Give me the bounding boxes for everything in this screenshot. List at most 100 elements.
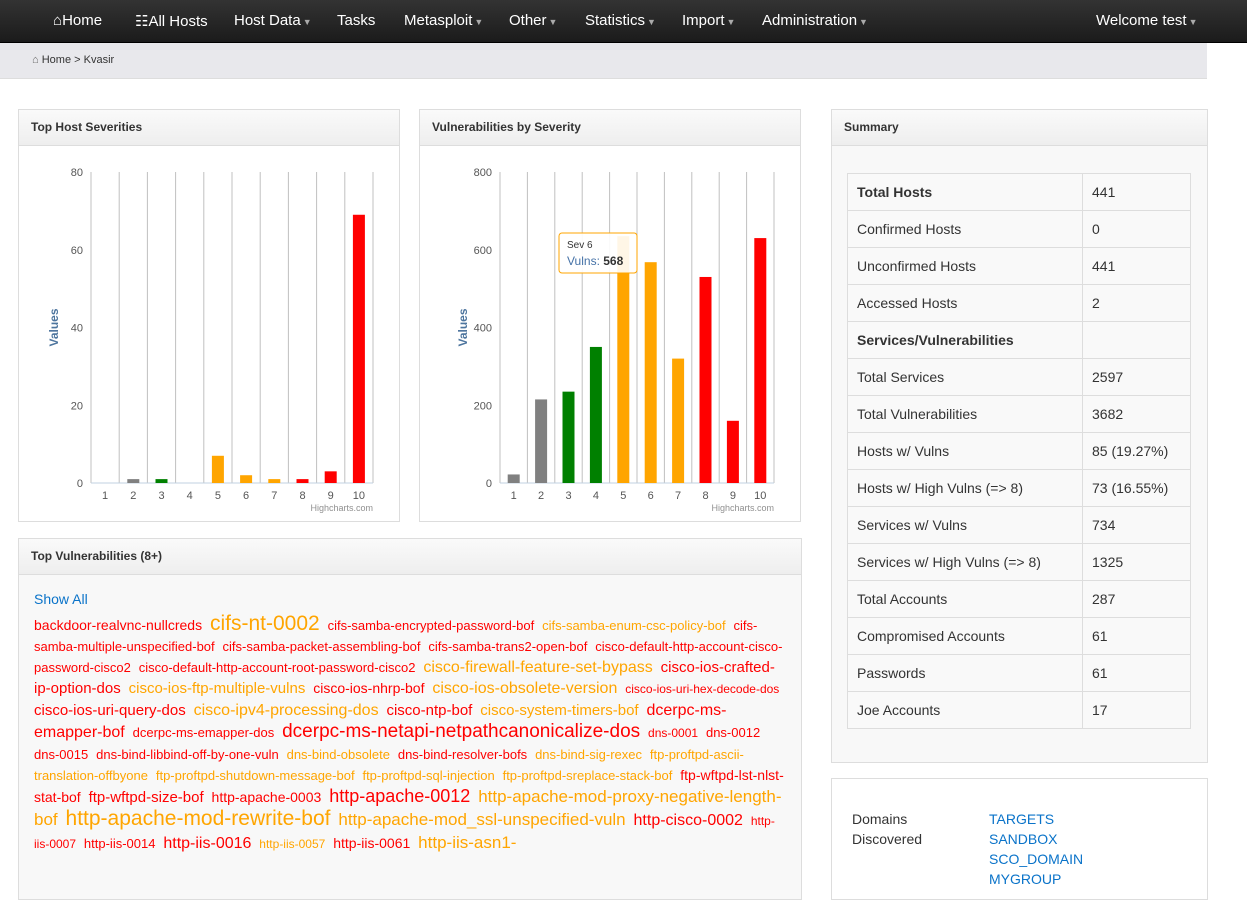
vuln-tag-link[interactable]: cisco-default-http-account-cisco-passwor… [34,639,783,675]
y-tick-label: 800 [474,167,492,179]
vuln-tag-link[interactable]: cisco-firewall-feature-set-bypass [423,659,653,676]
panel-title: Summary [832,110,1207,146]
summary-row: Hosts w/ High Vulns (=> 8) 73 (16.55%) [847,469,1191,507]
show-all-link[interactable]: Show All [34,591,88,607]
vuln-tag-link[interactable]: ftp-proftpd-sreplace-stack-bof [502,768,673,783]
highcharts-credit[interactable]: Highcharts.com [711,503,774,513]
vuln-tag-link[interactable]: dns-bind-sig-rexec [535,747,643,762]
vuln-tag-link[interactable]: cifs-samba-multiple-unspecified-bof [34,618,758,654]
summary-row: Accessed Hosts 2 [847,284,1191,322]
bar-sev-6[interactable] [240,475,253,483]
bar-sev-10[interactable] [352,214,365,483]
vuln-tag-link[interactable]: dns-bind-obsolete [286,747,390,762]
bar-sev-8[interactable] [296,479,309,483]
bar-sev-5[interactable] [617,236,630,483]
vuln-tag-link[interactable]: http-iis-0007 [34,814,775,851]
vuln-tag-link[interactable]: ftp-proftpd-shutdown-message-bof [155,768,355,783]
vuln-tag-link[interactable]: http-iis-0016 [163,835,252,852]
vuln-tag-link[interactable]: dns-bind-libbind-off-by-one-vuln [96,747,279,762]
bar-sev-3[interactable] [562,391,575,483]
summary-row: Total Services 2597 [847,358,1191,396]
bar-sev-4[interactable] [589,346,602,483]
summary-value: 734 [1082,506,1191,544]
vuln-tag-link[interactable]: cisco-ios-nhrp-bof [313,680,425,696]
domain-link[interactable]: SCO_DOMAIN [989,851,1084,867]
vuln-tag-link[interactable]: ftp-proftpd-sql-injection [362,768,495,783]
highcharts-credit[interactable]: Highcharts.com [310,503,373,513]
vuln-tag-link[interactable]: cisco-ios-ftp-multiple-vulns [128,680,306,697]
summary-label: Confirmed Hosts [847,210,1083,248]
vuln-tag-link[interactable]: http-cisco-0002 [633,812,743,829]
vuln-tag-link[interactable]: dns-0015 [34,747,89,762]
vuln-tag-link[interactable]: http-iis-0014 [83,836,156,851]
host-severities-chart: 0 20 40 60 80 1 2 3 4 5 6 7 8 9 10 Values Highcharts.com [19,146,399,521]
domain-link[interactable]: MYGROUP [989,871,1062,887]
x-tick-label: 8 [702,490,708,502]
summary-label: Unconfirmed Hosts [847,247,1083,285]
bar-sev-5[interactable] [211,455,224,483]
vuln-tag-link[interactable]: dcerpc-ms-netapi-netpathcanonicalize-dos [282,721,641,742]
vuln-tag-link[interactable]: ftp-proftpd-ascii-translation-offbyone [34,747,744,783]
vuln-tag-link[interactable]: cifs-samba-encrypted-password-bof [327,618,535,633]
nav-other[interactable]: Other ▼ [509,12,558,29]
nav-all-hosts[interactable]: ☷All Hosts [135,13,208,30]
vuln-tag-link[interactable]: dcerpc-ms-emapper-dos [132,725,275,740]
vuln-tag-link[interactable]: cisco-default-http-account-root-password… [138,660,416,675]
vuln-tag-link[interactable]: cifs-samba-packet-assembling-bof [222,639,421,654]
nav-import[interactable]: Import ▼ [682,12,736,29]
bar-sev-10[interactable] [754,238,767,483]
user-menu[interactable]: Welcome test ▼ [1096,12,1198,29]
nav-metasploit[interactable]: Metasploit ▼ [404,12,484,29]
vuln-tag-link[interactable]: http-apache-0012 [329,786,471,806]
vuln-tag-link[interactable]: dns-0012 [705,725,761,740]
vuln-tag-link[interactable]: cisco-ios-uri-query-dos [34,702,186,719]
vuln-tag-link[interactable]: cisco-ipv4-processing-dos [193,702,379,719]
nav-statistics[interactable]: Statistics ▼ [585,12,656,29]
vuln-tag-link[interactable]: http-apache-mod-proxy-negative-length-bo… [34,787,782,829]
bar-sev-2[interactable] [535,399,548,483]
vuln-tag-link[interactable]: http-apache-0003 [211,789,322,805]
vuln-tag-link[interactable]: cifs-samba-trans2-open-bof [428,639,588,654]
bar-sev-3[interactable] [155,479,168,483]
summary-label: Passwords [847,654,1083,692]
vuln-tag-link[interactable]: http-apache-mod_ssl-unspecified-vuln [338,810,626,829]
vuln-tag-link[interactable]: http-apache-mod-rewrite-bof [65,807,331,830]
vuln-tag-link[interactable]: http-iis-0057 [259,837,326,851]
nav-administration[interactable]: Administration ▼ [762,12,868,29]
bar-sev-2[interactable] [127,479,140,483]
x-tick-label: 4 [593,490,599,502]
domain-link[interactable]: TARGETS [989,811,1055,827]
breadcrumb-home[interactable]: Home [41,54,72,66]
panel-title: Top Host Severities [19,110,399,146]
nav-tasks[interactable]: Tasks [337,12,376,29]
y-axis-title: Values [456,308,470,346]
x-tick-label: 2 [538,490,544,502]
vuln-tag-link[interactable]: http-iis-0061 [333,835,411,851]
vuln-tag-link[interactable]: dcerpc-ms-emapper-bof [34,702,727,741]
vuln-tag-link[interactable]: http-iis-asn1- [418,833,517,852]
vuln-tag-link[interactable]: cifs-nt-0002 [209,612,320,635]
vuln-tag-link[interactable]: cisco-ios-uri-hex-decode-dos [625,682,780,696]
bar-sev-9[interactable] [726,420,739,483]
nav-host-data[interactable]: Host Data ▼ [234,12,312,29]
vuln-tag-link[interactable]: cisco-system-timers-bof [480,702,639,719]
vuln-tag-link[interactable]: ftp-wftpd-size-bof [88,789,204,806]
bar-sev-9[interactable] [324,471,337,483]
vuln-tag-link[interactable]: ftp-wftpd-lst-nlst-stat-bof [34,767,784,805]
vuln-tag-link[interactable]: dns-0001 [648,726,699,740]
bar-sev-7[interactable] [672,358,685,483]
bar-sev-1[interactable] [507,474,520,483]
vuln-tag-link[interactable]: cifs-samba-enum-csc-policy-bof [542,618,726,633]
bar-sev-7[interactable] [268,479,281,483]
vuln-tag-link[interactable]: backdoor-realvnc-nullcreds [34,617,203,633]
summary-row: Services/Vulnerabilities [847,321,1191,359]
vuln-tag-link[interactable]: cisco-ntp-bof [386,702,473,719]
bar-sev-8[interactable] [699,276,712,483]
vuln-tag-link[interactable]: cisco-ios-obsolete-version [432,680,618,697]
summary-value: 2597 [1082,358,1191,396]
vuln-tag-link[interactable]: dns-bind-resolver-bofs [397,747,528,762]
vuln-tag-link[interactable]: cisco-ios-crafted-ip-option-dos [34,659,775,697]
bar-sev-6[interactable] [644,262,657,483]
nav-home[interactable]: ⌂Home [53,12,103,29]
domain-link[interactable]: SANDBOX [989,831,1058,847]
